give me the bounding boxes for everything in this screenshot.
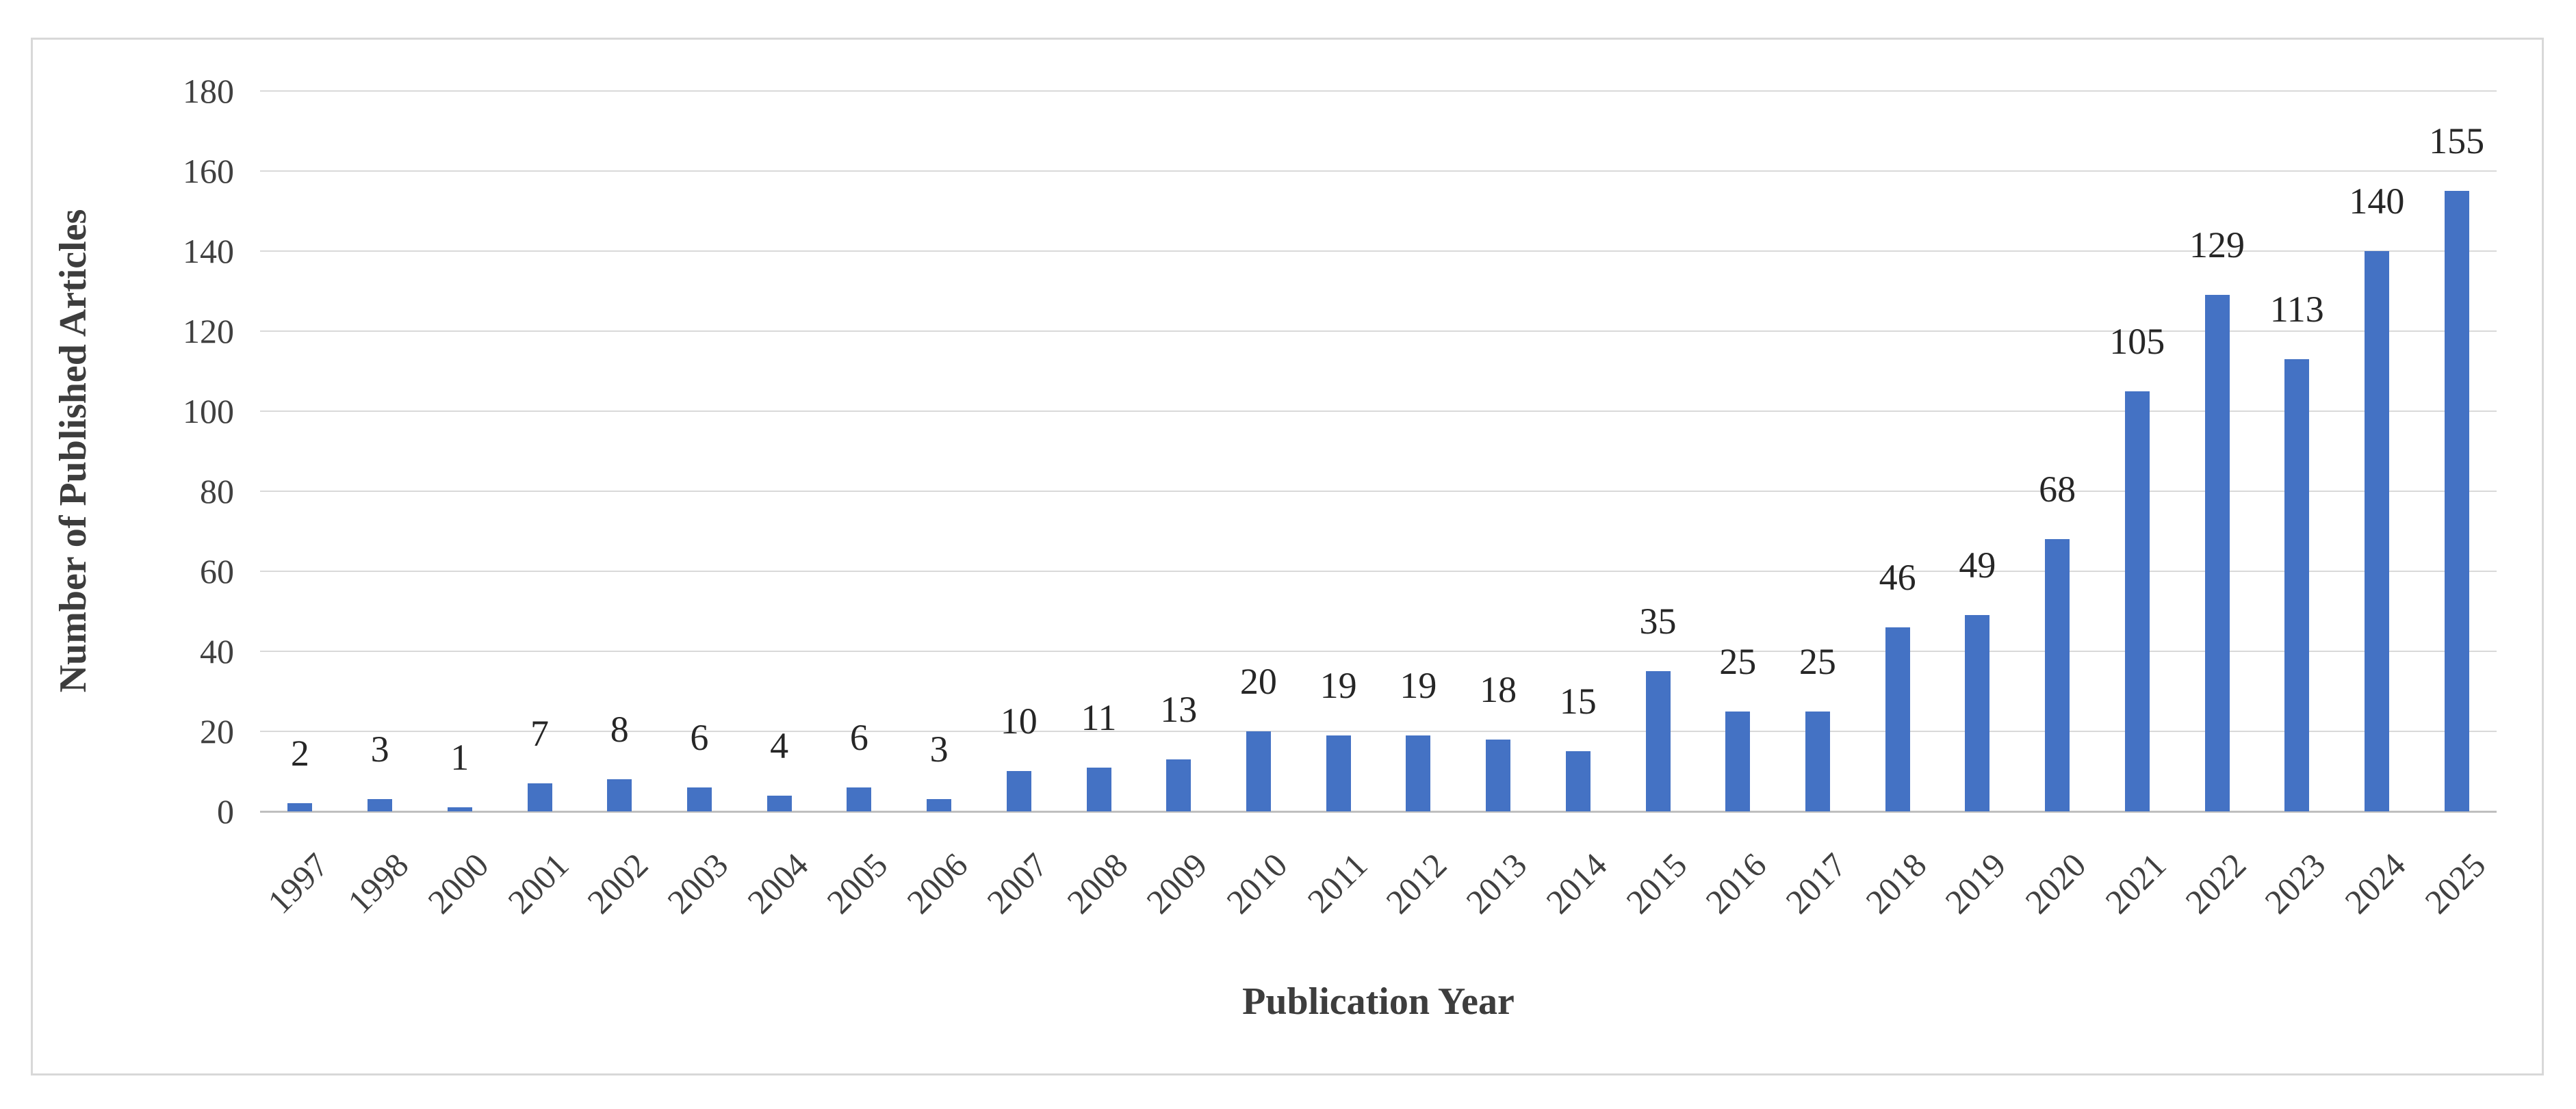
gridline bbox=[260, 571, 2497, 572]
y-tick-label: 120 bbox=[183, 312, 234, 350]
bar-value-label: 140 bbox=[2349, 181, 2405, 222]
bar-value-label: 113 bbox=[2269, 289, 2324, 330]
bar-value-label: 10 bbox=[1000, 701, 1038, 742]
y-tick-label: 180 bbox=[183, 72, 234, 110]
bar-value-label: 4 bbox=[770, 725, 789, 766]
bar-value-label: 11 bbox=[1081, 697, 1117, 738]
y-tick-label: 160 bbox=[183, 152, 234, 190]
bar bbox=[1645, 671, 1671, 811]
bar-value-label: 68 bbox=[2039, 469, 2076, 510]
bar bbox=[1885, 627, 1910, 811]
gridline bbox=[260, 651, 2497, 652]
bar bbox=[767, 796, 792, 811]
y-tick-label: 0 bbox=[217, 792, 234, 831]
gridline bbox=[260, 170, 2497, 172]
bar-value-label: 19 bbox=[1400, 665, 1437, 706]
bar bbox=[1725, 712, 1751, 811]
bar bbox=[1406, 735, 1431, 811]
bar bbox=[2284, 359, 2310, 811]
bar bbox=[607, 779, 632, 811]
bar bbox=[1086, 768, 1111, 811]
bar bbox=[2444, 191, 2469, 811]
y-tick-label: 100 bbox=[183, 392, 234, 430]
y-tick-label: 40 bbox=[200, 632, 234, 670]
bar bbox=[368, 799, 393, 811]
bar-value-label: 18 bbox=[1480, 669, 1517, 710]
bar-value-label: 129 bbox=[2189, 224, 2245, 265]
bar bbox=[287, 803, 313, 811]
bar bbox=[1805, 712, 1830, 811]
bar-value-label: 49 bbox=[1959, 545, 1996, 586]
bar-value-label: 155 bbox=[2429, 120, 2485, 161]
bar-value-label: 6 bbox=[849, 717, 868, 758]
bar-value-label: 3 bbox=[370, 729, 389, 770]
bar-value-label: 7 bbox=[530, 713, 549, 754]
bar bbox=[1486, 740, 1511, 811]
bar-value-label: 35 bbox=[1639, 601, 1677, 642]
y-tick-label: 60 bbox=[200, 552, 234, 590]
gridline bbox=[260, 491, 2497, 492]
bar bbox=[2124, 391, 2150, 811]
y-axis-title: Number of Published Articles bbox=[52, 209, 94, 693]
bar-value-label: 25 bbox=[1719, 641, 1757, 682]
gridline bbox=[260, 250, 2497, 252]
bar-value-label: 3 bbox=[929, 729, 949, 770]
bar-value-label: 25 bbox=[1799, 641, 1836, 682]
bar-value-label: 8 bbox=[610, 709, 629, 750]
bar bbox=[1326, 735, 1351, 811]
gridline bbox=[260, 90, 2497, 92]
bar-value-label: 20 bbox=[1239, 661, 1277, 702]
y-tick-label: 140 bbox=[183, 232, 234, 270]
bar bbox=[927, 799, 952, 811]
bar bbox=[1006, 771, 1031, 811]
gridline bbox=[260, 731, 2497, 732]
bar-value-label: 105 bbox=[2109, 321, 2165, 362]
bar bbox=[447, 807, 472, 811]
bar bbox=[2204, 295, 2230, 811]
bar bbox=[847, 787, 872, 811]
bar bbox=[1246, 731, 1271, 811]
bar-value-label: 46 bbox=[1879, 557, 1916, 598]
bar-value-label: 2 bbox=[290, 733, 309, 774]
y-tick-label: 20 bbox=[200, 712, 234, 751]
gridline bbox=[260, 410, 2497, 412]
bar bbox=[2045, 539, 2070, 811]
bar bbox=[1565, 751, 1590, 811]
bar-value-label: 15 bbox=[1559, 681, 1597, 722]
bar bbox=[2364, 251, 2389, 811]
bar-value-label: 6 bbox=[690, 717, 709, 758]
bar bbox=[527, 783, 552, 811]
x-axis-title: Publication Year bbox=[1242, 980, 1515, 1023]
bar-value-label: 19 bbox=[1319, 665, 1357, 706]
plot-area: 0 20 40 60 80 100 120 140 160 180 2 1997 3 1998 1 2000 7… bbox=[183, 74, 2497, 921]
gridline bbox=[260, 330, 2497, 332]
bar bbox=[1166, 759, 1192, 811]
x-axis-line bbox=[260, 811, 2497, 813]
y-tick-label: 80 bbox=[200, 472, 234, 510]
bar bbox=[686, 787, 712, 811]
bar bbox=[1965, 615, 1990, 811]
bar-value-label: 13 bbox=[1160, 689, 1198, 730]
bar-value-label: 1 bbox=[450, 737, 469, 778]
